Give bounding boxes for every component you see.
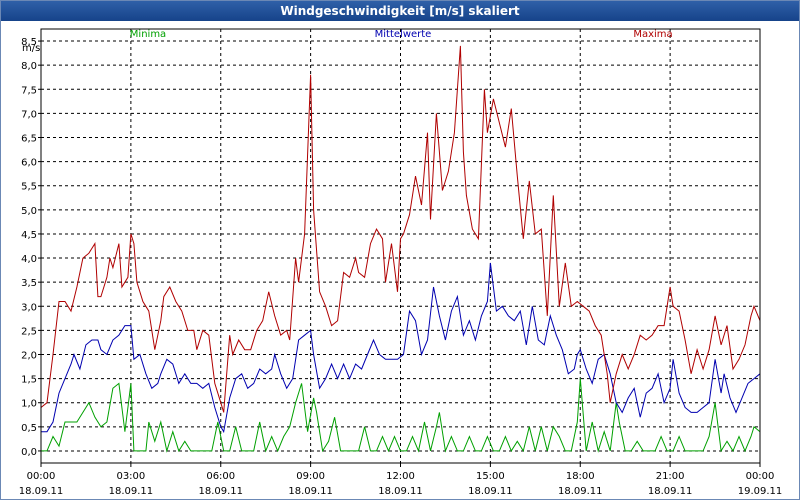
x-tick-time: 12:00 [386, 471, 415, 482]
series-line-minima [41, 378, 761, 453]
x-tick-date: 18.09.11 [648, 486, 693, 497]
y-tick-label: 0,5 [21, 423, 37, 434]
x-tick-date: 18.09.11 [288, 486, 333, 497]
y-tick-label: 4,5 [21, 230, 37, 241]
y-tick-label: 8,5 [21, 37, 37, 48]
x-tick-date: 18.09.11 [19, 486, 64, 497]
x-tick-date: 18.09.11 [378, 486, 423, 497]
x-tick-time: 06:00 [206, 471, 235, 482]
y-axis-label: m/s [22, 43, 40, 54]
x-tick-time: 18:00 [566, 471, 595, 482]
y-axis-ticks: 0,0 0,5 1,0 1,5 2,0 2,5 3,0 3,5 4,0 4,5 5,0 5,5 6,0 6… [21, 37, 41, 458]
y-tick-label: 2,5 [21, 326, 37, 337]
series-line-maxima [40, 45, 761, 413]
x-tick-date: 18.09.11 [109, 486, 154, 497]
y-tick-label: 1,0 [21, 399, 37, 410]
y-tick-label: 8,0 [21, 61, 37, 72]
y-tick-label: 2,0 [21, 351, 37, 362]
y-tick-label: 0,0 [21, 447, 37, 458]
chart-series [40, 45, 761, 453]
legend-entry-minima: Minima [130, 29, 166, 40]
series-line-mittelwerte [41, 262, 761, 434]
window-title: Windgeschwindigkeit [m/s] skaliert [1, 1, 799, 21]
y-tick-label: 3,0 [21, 302, 37, 313]
x-tick-date: 18.09.11 [558, 486, 603, 497]
y-tick-label: 5,5 [21, 182, 37, 193]
legend-entry-maxima: Maxima [633, 29, 672, 40]
y-tick-label: 3,5 [21, 278, 37, 289]
y-tick-label: 4,0 [21, 254, 37, 265]
x-tick-date: 18.09.11 [468, 486, 513, 497]
legend-entry-mittelwerte: Mittelwerte [375, 29, 432, 40]
x-tick-time: 00:00 [27, 471, 56, 482]
x-tick-date: 18.09.11 [198, 486, 243, 497]
y-tick-label: 1,5 [21, 375, 37, 386]
x-tick-time: 03:00 [116, 471, 145, 482]
y-tick-label: 6,0 [21, 158, 37, 169]
y-tick-label: 7,5 [21, 85, 37, 96]
x-tick-time: 21:00 [656, 471, 685, 482]
x-axis-ticks: 00:00 18.09.11 03:00 18.09.11 06:00 18.09.11 0… [19, 463, 783, 497]
x-tick-time: 00:00 [746, 471, 775, 482]
y-tick-label: 6,5 [21, 134, 37, 145]
x-tick-date: 19.09.11 [738, 486, 783, 497]
x-tick-time: 15:00 [476, 471, 505, 482]
x-tick-time: 09:00 [296, 471, 325, 482]
y-tick-label: 7,0 [21, 109, 37, 120]
y-tick-label: 5,0 [21, 206, 37, 217]
chart-legend: Minima Mittelwerte Maxima [130, 29, 673, 40]
